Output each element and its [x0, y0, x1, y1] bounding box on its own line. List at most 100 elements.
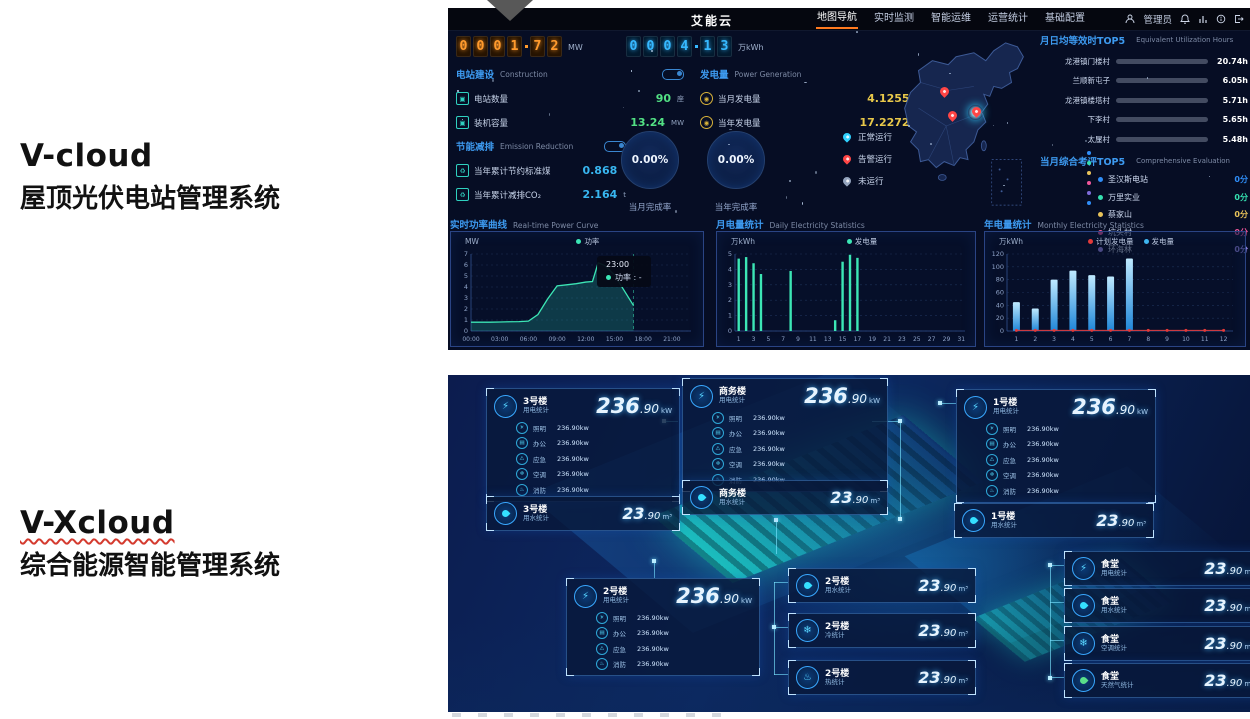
svg-text:5: 5	[1090, 336, 1094, 343]
bolt-icon: ⚡	[690, 384, 713, 408]
svg-text:11: 11	[1201, 336, 1209, 343]
building-name: 1号楼	[993, 398, 1018, 409]
svg-text:7: 7	[1128, 336, 1132, 343]
energy-card-biz-elec: ⚡ 商务楼 用电统计 236.90 kW ☀ 照明 236.90kw ▤ 办公 236.90k…	[682, 378, 888, 492]
svg-text:80: 80	[996, 276, 1004, 284]
station-name: 龙港镇门楼村	[1065, 56, 1110, 66]
star-particle	[623, 106, 625, 108]
dot-icon	[1098, 177, 1103, 182]
nav-item-地图导航[interactable]: 地图导航	[816, 9, 858, 29]
counter-digit: 0	[490, 36, 505, 57]
nav-item-运营统计[interactable]: 运营统计	[988, 13, 1028, 24]
usage-value: 236.90kw	[1027, 471, 1059, 479]
info-icon[interactable]	[1216, 14, 1226, 24]
stat-type: 用电统计	[719, 396, 745, 405]
energy-counter: 0 0 0 4 1 3 万kWh	[626, 35, 764, 57]
counter-digit: 0	[626, 36, 641, 57]
ac-icon: ❄	[516, 468, 528, 480]
nav-item-实时监测[interactable]: 实时监测	[874, 13, 914, 24]
logout-icon[interactable]	[1234, 14, 1244, 24]
svg-text:7: 7	[464, 250, 468, 258]
building-name: 2号楼	[825, 621, 850, 632]
dot-icon	[1098, 212, 1103, 217]
usage-row: ⚠ 应急 236.90kw	[574, 642, 752, 655]
svg-text:9: 9	[1165, 336, 1169, 343]
star-particle	[1147, 77, 1149, 80]
svg-text:31: 31	[957, 336, 965, 343]
svg-text:06:00: 06:00	[520, 336, 537, 343]
star-particle	[786, 196, 788, 199]
metric-icon: ♻	[456, 188, 469, 201]
section-toggle[interactable]	[662, 68, 684, 80]
svg-text:0: 0	[1000, 327, 1004, 335]
star-particle	[992, 124, 994, 126]
office-icon: ▤	[516, 437, 528, 449]
nav-item-基础配置[interactable]: 基础配置	[1045, 13, 1085, 24]
y-axis-unit: MW	[465, 236, 479, 246]
svg-text:5: 5	[728, 250, 732, 258]
usage-value: 236.90kw	[637, 613, 669, 622]
metric-label: 当年累计节约标准煤	[474, 166, 551, 177]
section-title: 发电量	[700, 70, 729, 81]
ac-icon: ❄	[712, 458, 724, 470]
admin-label[interactable]: 管理员	[1143, 15, 1172, 26]
svg-text:10: 10	[1182, 336, 1190, 343]
gauge-year: 0.00%	[707, 131, 765, 189]
metric-icon: ◉	[700, 116, 713, 129]
energy-card-b3-elec: ⚡ 3号楼 用电统计 236.90 kW ☀ 照明 236.90kw ▤ 办公 236.90k…	[486, 388, 680, 502]
heat-icon: ♨	[796, 666, 819, 689]
product-title: V-cloud	[20, 138, 153, 174]
map-legend-item: 告警运行	[841, 153, 892, 165]
user-icon[interactable]	[1125, 14, 1135, 24]
pv-header: 艾能云 地图导航 实时监测 智能运维 运营统计 基础配置 管理员	[448, 8, 1250, 31]
emergency-icon: ⚠	[986, 453, 998, 466]
counter-digit: 1	[507, 36, 522, 57]
gas-icon	[1072, 669, 1095, 692]
metric-icon: ▣	[456, 116, 469, 129]
metric-value: 17.2272	[859, 116, 910, 129]
svg-text:9: 9	[796, 336, 800, 343]
usage-label: 应急	[613, 645, 626, 654]
energy-card-b2-cold: ❄ 2号楼 冷统计 23.90 m³	[788, 613, 976, 648]
tooltip-value: 功率 : -	[615, 273, 642, 282]
metric-unit: MW	[671, 118, 684, 127]
svg-text:100: 100	[992, 263, 1004, 271]
usage-row: ▤ 办公 236.90kw	[494, 437, 672, 449]
bar-chart-icon[interactable]	[1198, 14, 1208, 24]
star-particle	[908, 124, 911, 127]
svg-text:6: 6	[464, 261, 468, 269]
svg-text:13: 13	[824, 336, 832, 343]
stat-value: 236.90 kW	[1072, 395, 1148, 419]
legend-item: 功率	[576, 236, 599, 247]
star-particle	[1007, 122, 1009, 124]
snow-icon: ❄	[796, 619, 819, 642]
product-label-vxcloud: V-Xcloud 综合能源智能管理系统	[20, 505, 280, 582]
usage-label: 应急	[533, 455, 546, 464]
section-subtitle: Power Generation	[734, 69, 802, 79]
y-axis-unit: 万kWh	[731, 236, 756, 246]
star-particle	[728, 128, 732, 131]
energy-card-biz-water: 商务楼 用水统计 23.90 m³	[682, 480, 888, 515]
counter-digit: 2	[547, 36, 562, 57]
usage-value: 236.90kw	[753, 460, 785, 468]
app-logo: 艾能云	[691, 14, 734, 28]
svg-text:29: 29	[943, 336, 951, 343]
building-name: 3号楼	[523, 504, 548, 515]
usage-label: 照明	[613, 614, 626, 623]
nav-item-智能运维[interactable]: 智能运维	[931, 13, 971, 24]
bell-icon[interactable]	[1180, 14, 1190, 24]
connector-line	[1050, 602, 1064, 603]
usage-row: ❄ 空调 236.90kw	[964, 469, 1148, 481]
section-construction: 电站建设 Construction ▣ 电站数量 90 座 ▣ 装机容量 13.2…	[456, 67, 684, 129]
map-legend-item: 未运行	[841, 175, 892, 187]
usage-row: ♨ 消防 236.90kw	[494, 483, 672, 496]
metric-label: 电站数量	[474, 94, 509, 105]
usage-row: ☀ 照明 236.90kw	[494, 421, 672, 434]
usage-label: 空调	[533, 471, 546, 479]
star-particle	[804, 81, 807, 83]
water-icon	[494, 502, 517, 525]
